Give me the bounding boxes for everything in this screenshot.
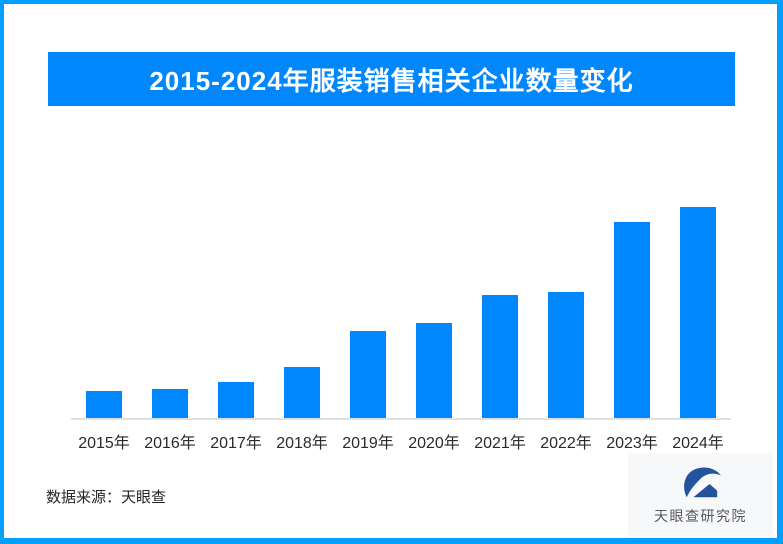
bar-2018年 [284,367,320,418]
x-tick-label-2022年: 2022年 [540,435,592,452]
bar-chart: 2015年 2016年 2017年 2018年 2019年 2020年 2021年 2022年… [71,207,731,453]
bars-area [71,207,731,420]
x-tick-label-2023年: 2023年 [606,435,658,452]
bar-column-2020年 [401,207,467,418]
bar-2024年 [680,207,716,418]
bar-column-2016年 [137,207,203,418]
bar-column-2023年 [599,207,665,418]
bar-2016年 [152,389,188,418]
bar-column-2019年 [335,207,401,418]
bar-2015年 [86,391,122,418]
x-tick-label-2016年: 2016年 [144,435,196,452]
x-tick-label-2015年: 2015年 [78,435,130,452]
x-axis-labels: 2015年 2016年 2017年 2018年 2019年 2020年 2021年 2022年… [71,420,731,453]
bar-column-2024年 [665,207,731,418]
tianyancha-logo-icon [683,466,721,497]
bar-2020年 [416,323,452,418]
data-source-label: 数据来源：天眼查 [46,489,167,506]
x-tick-label-2017年: 2017年 [210,435,262,452]
brand-logo-card: 天眼查研究院 [628,453,773,537]
bar-column-2018年 [269,207,335,418]
x-tick-label-2018年: 2018年 [276,435,328,452]
bar-column-2021年 [467,207,533,418]
bar-column-2017年 [203,207,269,418]
bar-2023年 [614,222,650,418]
bar-2017年 [218,382,254,418]
x-tick-label-2019年: 2019年 [342,435,394,452]
chart-title: 2015-2024年服装销售相关企业数量变化 [149,65,634,96]
bar-2019年 [350,331,386,418]
brand-name: 天眼查研究院 [654,507,747,524]
bar-2021年 [482,295,518,418]
bar-2022年 [548,292,584,418]
x-tick-label-2021年: 2021年 [474,435,526,452]
chart-title-banner: 2015-2024年服装销售相关企业数量变化 [48,52,735,106]
bar-column-2015年 [71,207,137,418]
x-tick-label-2024年: 2024年 [672,435,724,452]
bar-column-2022年 [533,207,599,418]
x-tick-label-2020年: 2020年 [408,435,460,452]
